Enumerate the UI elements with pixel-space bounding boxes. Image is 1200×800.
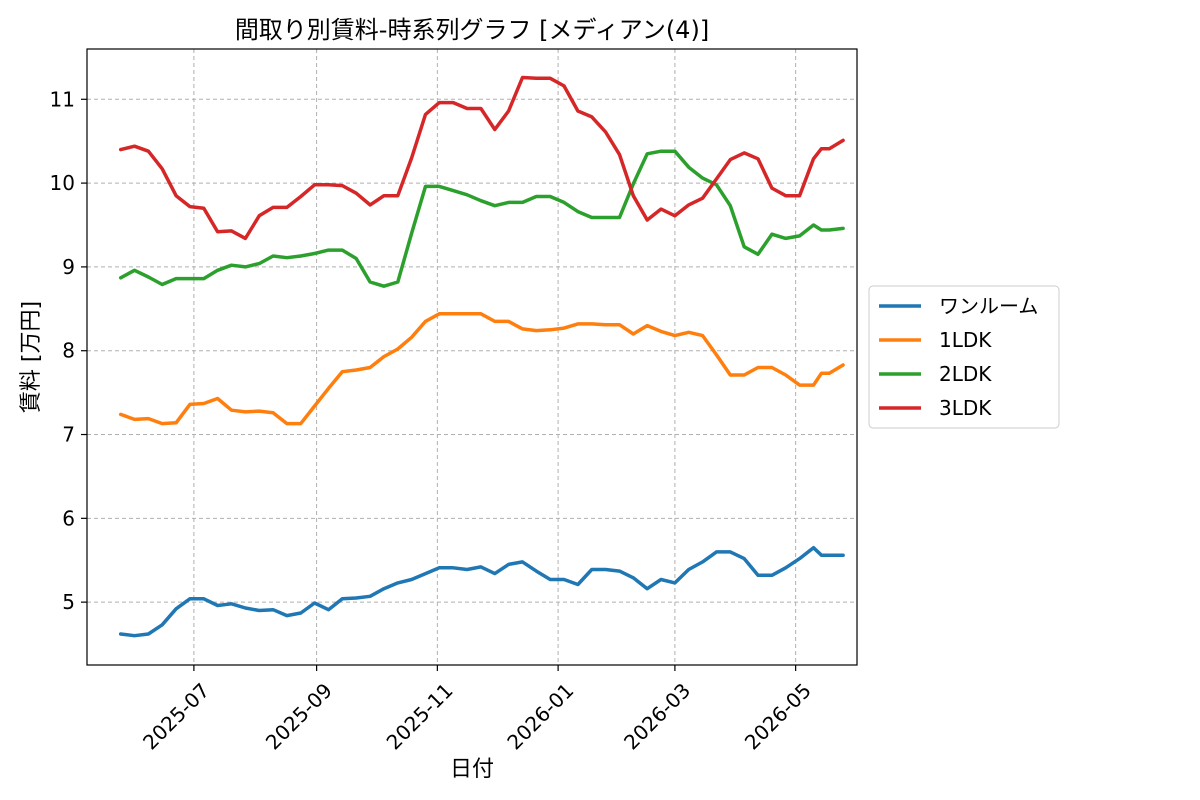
series-line-4 (118, 75, 845, 241)
legend: ワンルーム 1LDK 2LDK 3LDK (868, 285, 1060, 429)
chart-title: 間取り別賃料-時系列グラフ [メディアン(4)] (235, 16, 709, 44)
y-tick-label: 11 (50, 87, 75, 111)
y-tick-label: 5 (62, 590, 75, 614)
x-axis-label: 日付 (450, 757, 494, 782)
series-layer (118, 75, 845, 638)
plot-frame (86, 48, 858, 666)
legend-label: 3LDK (939, 396, 992, 420)
legend-label: 1LDK (939, 328, 992, 352)
grid-layer (87, 49, 857, 665)
series-line-2 (118, 312, 845, 426)
series-line-1 (118, 545, 845, 638)
legend-label: 2LDK (939, 362, 992, 386)
legend-label: ワンルーム (939, 294, 1038, 318)
y-axis-label: 賃料 [万円] (19, 301, 44, 413)
y-tick-label: 8 (62, 339, 75, 363)
y-tick-label: 10 (50, 171, 75, 195)
series-line-3 (118, 149, 845, 288)
y-tick-label: 7 (62, 423, 75, 447)
legend-box (868, 285, 1060, 429)
y-tick-label: 6 (62, 506, 75, 530)
y-tick-label: 9 (62, 255, 75, 279)
